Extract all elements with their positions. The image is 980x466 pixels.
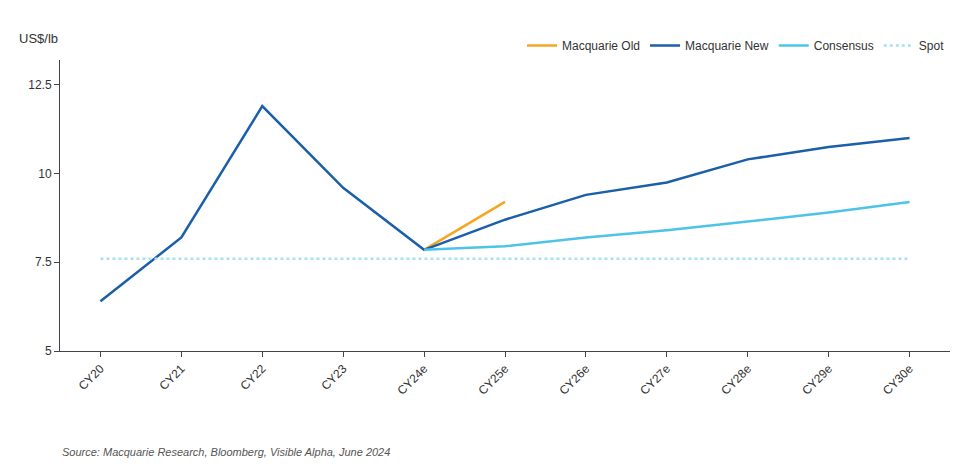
svg-text:12.5: 12.5 <box>28 78 52 92</box>
svg-text:CY23: CY23 <box>318 362 349 393</box>
svg-text:CY22: CY22 <box>237 362 268 393</box>
svg-text:Source: Macquarie Research, Bl: Source: Macquarie Research, Bloomberg, V… <box>62 446 390 458</box>
svg-text:CY29e: CY29e <box>799 362 835 398</box>
svg-text:US$/lb: US$/lb <box>19 31 58 46</box>
svg-text:CY24e: CY24e <box>395 362 431 398</box>
svg-text:Macquarie Old: Macquarie Old <box>562 39 640 53</box>
svg-text:10: 10 <box>38 167 52 181</box>
svg-text:7.5: 7.5 <box>35 255 52 269</box>
svg-text:CY20: CY20 <box>76 362 107 393</box>
svg-text:CY28e: CY28e <box>718 362 754 398</box>
svg-text:Consensus: Consensus <box>814 39 874 53</box>
svg-text:5: 5 <box>45 344 52 358</box>
svg-text:CY21: CY21 <box>157 362 188 393</box>
svg-text:Macquarie New: Macquarie New <box>685 39 769 53</box>
svg-text:CY27e: CY27e <box>637 362 673 398</box>
svg-text:CY30e: CY30e <box>880 362 916 398</box>
svg-text:Spot: Spot <box>919 39 944 53</box>
svg-text:CY25e: CY25e <box>476 362 512 398</box>
svg-text:CY26e: CY26e <box>556 362 592 398</box>
